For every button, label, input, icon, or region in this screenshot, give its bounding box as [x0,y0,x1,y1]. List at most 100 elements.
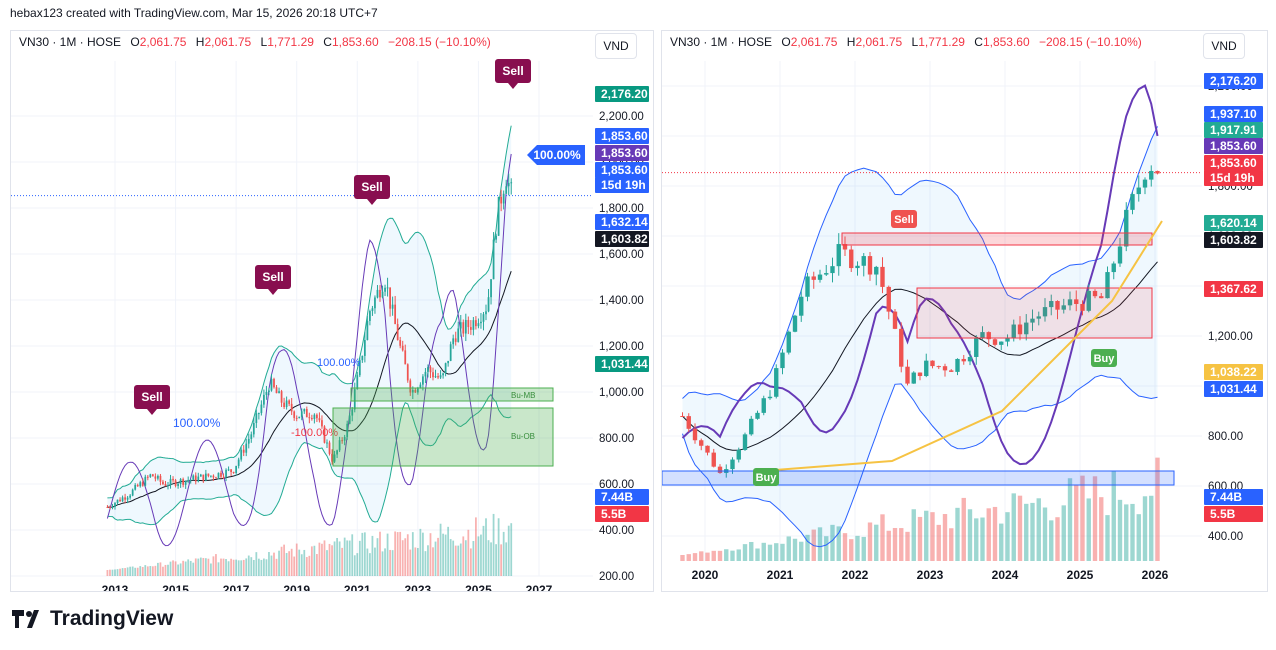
left-chart-panel[interactable]: Sell Sell Sell Sell 100.00% 100.00% -100.00% Bu… [10,30,654,592]
sell-signal: Sell [495,59,531,89]
candle [936,365,941,370]
candle [1086,284,1091,313]
candle-body [227,469,230,471]
candle [187,476,190,484]
volume-bar [447,526,450,576]
candle [154,473,157,482]
volume-bar [487,540,490,576]
price-label: 1,937.10 [1210,107,1257,121]
volume-bar [358,540,361,576]
price-label: 1,917.91 [1210,123,1257,137]
candle [386,277,389,297]
candle [257,412,260,420]
candle-body [1155,170,1160,174]
candle-body [1017,324,1023,335]
volume-bar [348,540,351,576]
candle [510,178,513,195]
volume-bar [230,558,232,576]
candle-body [245,443,248,453]
volume-bar [824,536,829,561]
candle-body [477,323,480,327]
candle-body [1061,305,1066,310]
candle [394,295,397,325]
volume-bar [1155,457,1160,561]
volume-bar [680,555,685,561]
candle [275,385,278,394]
candle-body [111,506,114,508]
volume-bar [805,534,810,561]
candle-body [1111,263,1116,273]
volume-bar [210,563,212,576]
candle-body [275,387,278,394]
candle-body [399,340,402,346]
candle [406,363,409,383]
volume-bar [416,547,419,576]
volume-bar [351,534,354,576]
volume-bar [892,527,898,561]
volume-bar [235,559,238,576]
volume-bar [192,562,195,576]
left-chart-canvas[interactable]: Sell Sell Sell Sell 100.00% 100.00% -100.00% Bu… [11,31,653,591]
candle-body [505,186,508,194]
candle [464,313,467,342]
candle-body [116,499,119,504]
candle [328,440,331,456]
volume-bar [167,564,169,576]
tradingview-logo[interactable]: TradingView [12,607,173,631]
candle [391,296,394,316]
candle-body [237,459,240,466]
volume-bar [374,547,376,576]
price-label: 1,853.60 [601,163,648,177]
candle [280,389,283,407]
candle-body [805,276,810,297]
price-label: 2,176.20 [601,87,648,101]
volume-bar [1049,520,1054,561]
candle-body [343,437,346,441]
candle [492,232,495,280]
candle-body [278,391,280,394]
candle-body [899,328,904,367]
currency-button[interactable]: VND [595,33,637,59]
volume-bar [338,541,341,576]
candle [490,279,492,305]
candle [1099,292,1104,299]
volume-bar [955,507,960,561]
volume-bar [220,558,222,576]
volume-bar [384,548,386,576]
candle-body [361,355,364,361]
candle-body [106,507,109,508]
volume-bar [394,531,397,576]
supply-zone [916,287,1153,339]
volume-bar [992,506,998,561]
candle-body [240,449,243,460]
volume-bar [1024,503,1029,561]
price-label: 1,632.14 [601,215,648,229]
candle [290,398,293,416]
volume-bar [424,551,427,576]
volume-bar [232,559,235,576]
candle [427,364,429,378]
volume-bar [326,550,328,576]
candle-body [774,368,779,397]
volume-bar [1111,471,1116,561]
candle [449,341,452,362]
volume-bar [389,549,391,576]
volume-bar [273,552,275,576]
volume-bar [139,566,142,576]
candle [285,396,288,410]
candle [434,369,437,379]
volume-bar [917,516,923,561]
candle-body [386,287,389,289]
candle [1055,300,1060,320]
candle-body [1030,318,1035,323]
volume-bar [500,544,503,576]
candle [179,477,182,488]
currency-button[interactable]: VND [1203,33,1245,59]
volume-bar [817,527,823,561]
price-label: 2,176.20 [1210,74,1257,88]
price-label-tag [595,506,649,522]
order-block-zone [332,407,554,467]
order-block-label: Bu-MB [511,391,535,400]
